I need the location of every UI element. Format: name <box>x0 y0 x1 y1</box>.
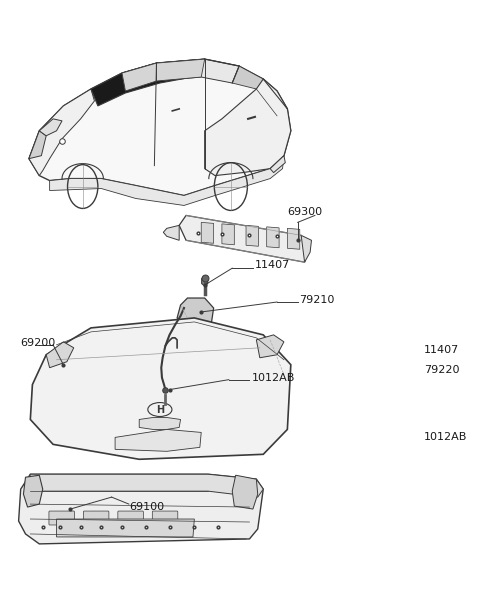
Polygon shape <box>232 475 258 509</box>
Text: 69200: 69200 <box>21 338 56 348</box>
Polygon shape <box>301 235 312 262</box>
Polygon shape <box>30 318 291 459</box>
Polygon shape <box>156 59 204 81</box>
Polygon shape <box>29 131 46 159</box>
Polygon shape <box>371 356 376 366</box>
Polygon shape <box>29 59 291 195</box>
Text: 69300: 69300 <box>288 208 323 217</box>
FancyBboxPatch shape <box>152 511 178 525</box>
Polygon shape <box>46 342 74 368</box>
Text: 11407: 11407 <box>424 345 459 355</box>
Polygon shape <box>39 119 62 136</box>
Polygon shape <box>288 228 300 249</box>
Polygon shape <box>122 63 156 91</box>
FancyBboxPatch shape <box>49 511 74 525</box>
Polygon shape <box>179 216 308 262</box>
Polygon shape <box>29 89 95 175</box>
Polygon shape <box>202 276 208 286</box>
Text: 79220: 79220 <box>424 365 459 375</box>
Polygon shape <box>115 429 201 451</box>
Polygon shape <box>201 222 214 243</box>
Polygon shape <box>351 378 387 409</box>
Polygon shape <box>177 298 214 330</box>
Polygon shape <box>246 225 258 246</box>
Text: 11407: 11407 <box>255 260 290 270</box>
Polygon shape <box>49 156 284 205</box>
Polygon shape <box>91 59 204 106</box>
Polygon shape <box>267 227 279 248</box>
Polygon shape <box>256 335 284 357</box>
Polygon shape <box>122 59 239 91</box>
Polygon shape <box>139 418 180 429</box>
Polygon shape <box>57 519 194 537</box>
Text: 1012AB: 1012AB <box>424 432 467 442</box>
Text: 69100: 69100 <box>129 502 164 512</box>
Polygon shape <box>163 225 179 241</box>
FancyBboxPatch shape <box>84 511 109 525</box>
Text: 1012AB: 1012AB <box>252 373 295 382</box>
Polygon shape <box>19 474 263 544</box>
Polygon shape <box>204 79 291 175</box>
Polygon shape <box>232 66 274 93</box>
FancyBboxPatch shape <box>118 511 144 525</box>
Polygon shape <box>27 474 263 497</box>
Polygon shape <box>222 224 234 245</box>
Polygon shape <box>24 475 43 507</box>
Polygon shape <box>270 156 285 172</box>
Text: H: H <box>156 404 164 415</box>
Text: 79210: 79210 <box>299 295 335 305</box>
